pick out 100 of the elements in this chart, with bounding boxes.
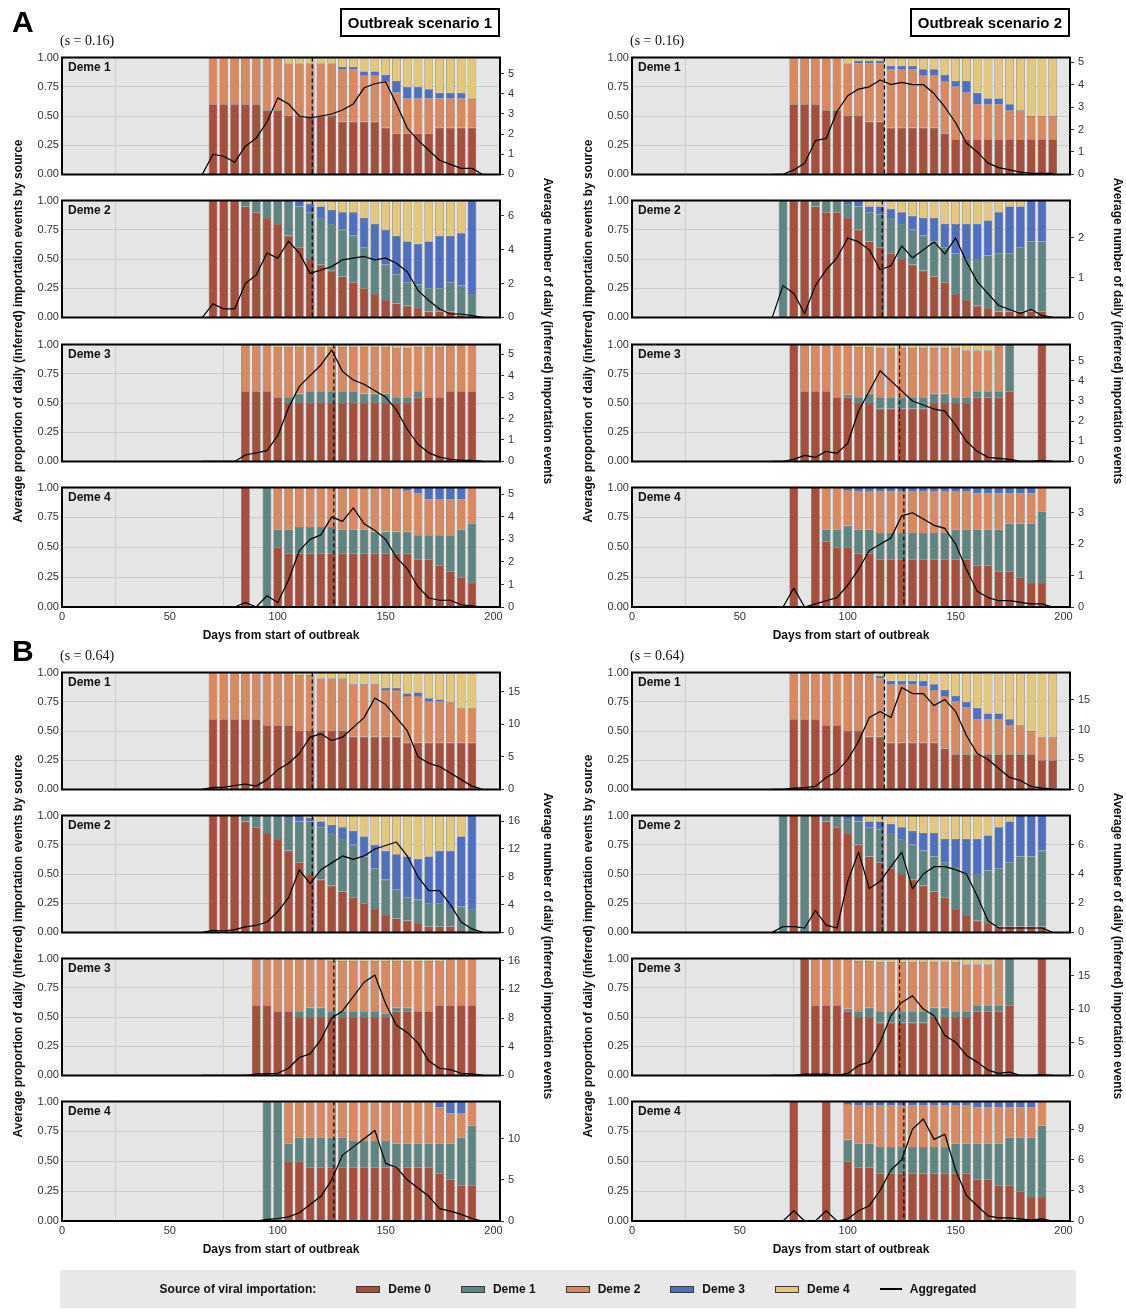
- y-tick-label: 0.50: [607, 109, 629, 122]
- y2-tick-label: 0: [1078, 454, 1085, 467]
- y-tick-label: 0.75: [37, 366, 59, 379]
- y-tick-label: 1.00: [607, 808, 629, 821]
- y-tick-label: 0.00: [607, 925, 629, 938]
- text: Outbreak scenario 2: [909, 8, 1070, 37]
- y2-tick-label: 6: [508, 208, 515, 221]
- y-tick-label: 0.00: [37, 310, 59, 323]
- y2-tick-label: 0: [1078, 167, 1085, 180]
- y2-tick-label: 4: [508, 509, 515, 522]
- y2-tick-label: 5: [508, 749, 515, 762]
- y2-axis-title: Average number of daily (inferred) importation events: [541, 177, 555, 485]
- y-tick-label: 0.25: [607, 1039, 629, 1052]
- chart-title: Deme 1: [68, 60, 111, 74]
- y-tick-label: 0.00: [607, 782, 629, 795]
- y2-tick-label: 3: [1078, 505, 1085, 518]
- y2-tick-label: 0: [508, 600, 515, 613]
- x-tick-label: 50: [733, 609, 747, 622]
- chart-title: Deme 1: [638, 675, 681, 689]
- y-tick-label: 0.00: [37, 925, 59, 938]
- chart-title: Deme 4: [68, 490, 111, 504]
- chart-title: Deme 1: [68, 675, 111, 689]
- y2-tick-label: 0: [508, 310, 515, 323]
- y-tick-label: 1.00: [37, 337, 59, 350]
- y2-tick-label: 0: [1078, 1068, 1085, 1081]
- y2-tick-label: 0: [508, 782, 515, 795]
- text: B: [12, 634, 34, 668]
- y-tick-label: 1.00: [37, 1094, 59, 1107]
- chart-title: Deme 1: [638, 60, 681, 74]
- y2-tick-label: 1: [508, 577, 515, 590]
- text: Outbreak scenario 1: [339, 8, 500, 37]
- y2-tick-label: 1: [508, 433, 515, 445]
- y2-tick-label: 0: [508, 167, 515, 180]
- y2-tick-label: 3: [508, 390, 515, 403]
- x-tick-label: 100: [838, 1223, 857, 1236]
- y2-tick-label: 1: [1078, 434, 1085, 447]
- y-tick-label: 0.75: [37, 222, 59, 235]
- y-tick-label: 0.50: [607, 1010, 629, 1023]
- y2-tick-label: 15: [1078, 968, 1091, 981]
- y2-tick-label: 2: [508, 276, 515, 289]
- chart-title: Deme 3: [68, 961, 111, 975]
- y-tick-label: 0.75: [607, 510, 629, 523]
- y-tick-label: 0.50: [37, 109, 59, 122]
- y2-axis-title: Average number of daily (inferred) importation events: [541, 792, 555, 1099]
- y-tick-label: 0.75: [37, 79, 59, 92]
- y2-tick-label: 2: [1078, 537, 1085, 550]
- text: A: [12, 5, 34, 39]
- y-tick-label: 0.50: [607, 1154, 629, 1167]
- y2-tick-label: 0: [1078, 782, 1085, 795]
- legend-label: Deme 0: [388, 1282, 431, 1296]
- y-tick-label: 0.25: [607, 896, 629, 909]
- y-tick-label: 0.25: [607, 570, 629, 583]
- y2-tick-label: 3: [1078, 1183, 1085, 1196]
- y-tick-label: 0.00: [37, 600, 59, 613]
- y-tick-label: 0.50: [607, 540, 629, 553]
- y2-tick-label: 12: [508, 842, 521, 854]
- y-tick-label: 0.50: [37, 1154, 59, 1167]
- y2-tick-label: 10: [1078, 1002, 1091, 1015]
- y2-tick-label: 10: [1078, 722, 1091, 735]
- y-tick-label: 0.00: [607, 167, 629, 180]
- y2-tick-label: 4: [1078, 77, 1085, 90]
- x-tick-label: 0: [58, 609, 66, 622]
- y-tick-label: 0.25: [607, 1184, 629, 1197]
- y2-tick-label: 4: [1078, 373, 1085, 386]
- y2-tick-label: 5: [1078, 55, 1085, 68]
- chart-title: Deme 4: [638, 490, 681, 504]
- x-axis-title: Days from start of outbreak: [772, 628, 930, 643]
- y2-tick-label: 2: [1078, 414, 1085, 427]
- chart-title: Deme 2: [68, 818, 111, 832]
- y-tick-label: 0.00: [37, 167, 59, 180]
- y2-tick-label: 8: [508, 1011, 515, 1024]
- x-tick-label: 100: [838, 609, 857, 622]
- y-tick-label: 0.75: [37, 1124, 59, 1137]
- legend-label: Deme 4: [807, 1282, 850, 1296]
- y-tick-label: 1.00: [37, 951, 59, 964]
- y-tick-label: 0.00: [37, 1068, 59, 1081]
- chart-title: Deme 4: [68, 1104, 111, 1118]
- y2-tick-label: 0: [1078, 600, 1085, 613]
- y2-tick-label: 3: [508, 532, 515, 545]
- y-tick-label: 0.00: [607, 454, 629, 467]
- y-tick-label: 0.75: [607, 694, 629, 707]
- y2-tick-label: 1: [1078, 568, 1085, 581]
- y-tick-label: 0.25: [607, 138, 629, 151]
- y2-tick-label: 5: [1078, 1035, 1085, 1048]
- y-tick-label: 0.75: [37, 510, 59, 523]
- x-tick-label: 50: [163, 609, 177, 622]
- x-axis-title: Days from start of outbreak: [202, 1242, 360, 1257]
- legend-label: Aggregated: [909, 1282, 977, 1296]
- y-tick-label: 0.25: [607, 281, 629, 294]
- x-tick-label: 200: [484, 1223, 503, 1236]
- chart-title: Deme 3: [638, 347, 681, 361]
- chart-title: Deme 2: [638, 203, 681, 217]
- y2-tick-label: 0: [508, 925, 515, 938]
- y2-tick-label: 2: [1078, 230, 1085, 243]
- y-tick-label: 0.50: [607, 724, 629, 737]
- y-tick-label: 0.00: [607, 1068, 629, 1081]
- y2-tick-label: 16: [508, 814, 521, 827]
- y-tick-label: 0.75: [37, 694, 59, 707]
- y-tick-label: 0.75: [607, 366, 629, 379]
- chart-title: Deme 2: [638, 818, 681, 832]
